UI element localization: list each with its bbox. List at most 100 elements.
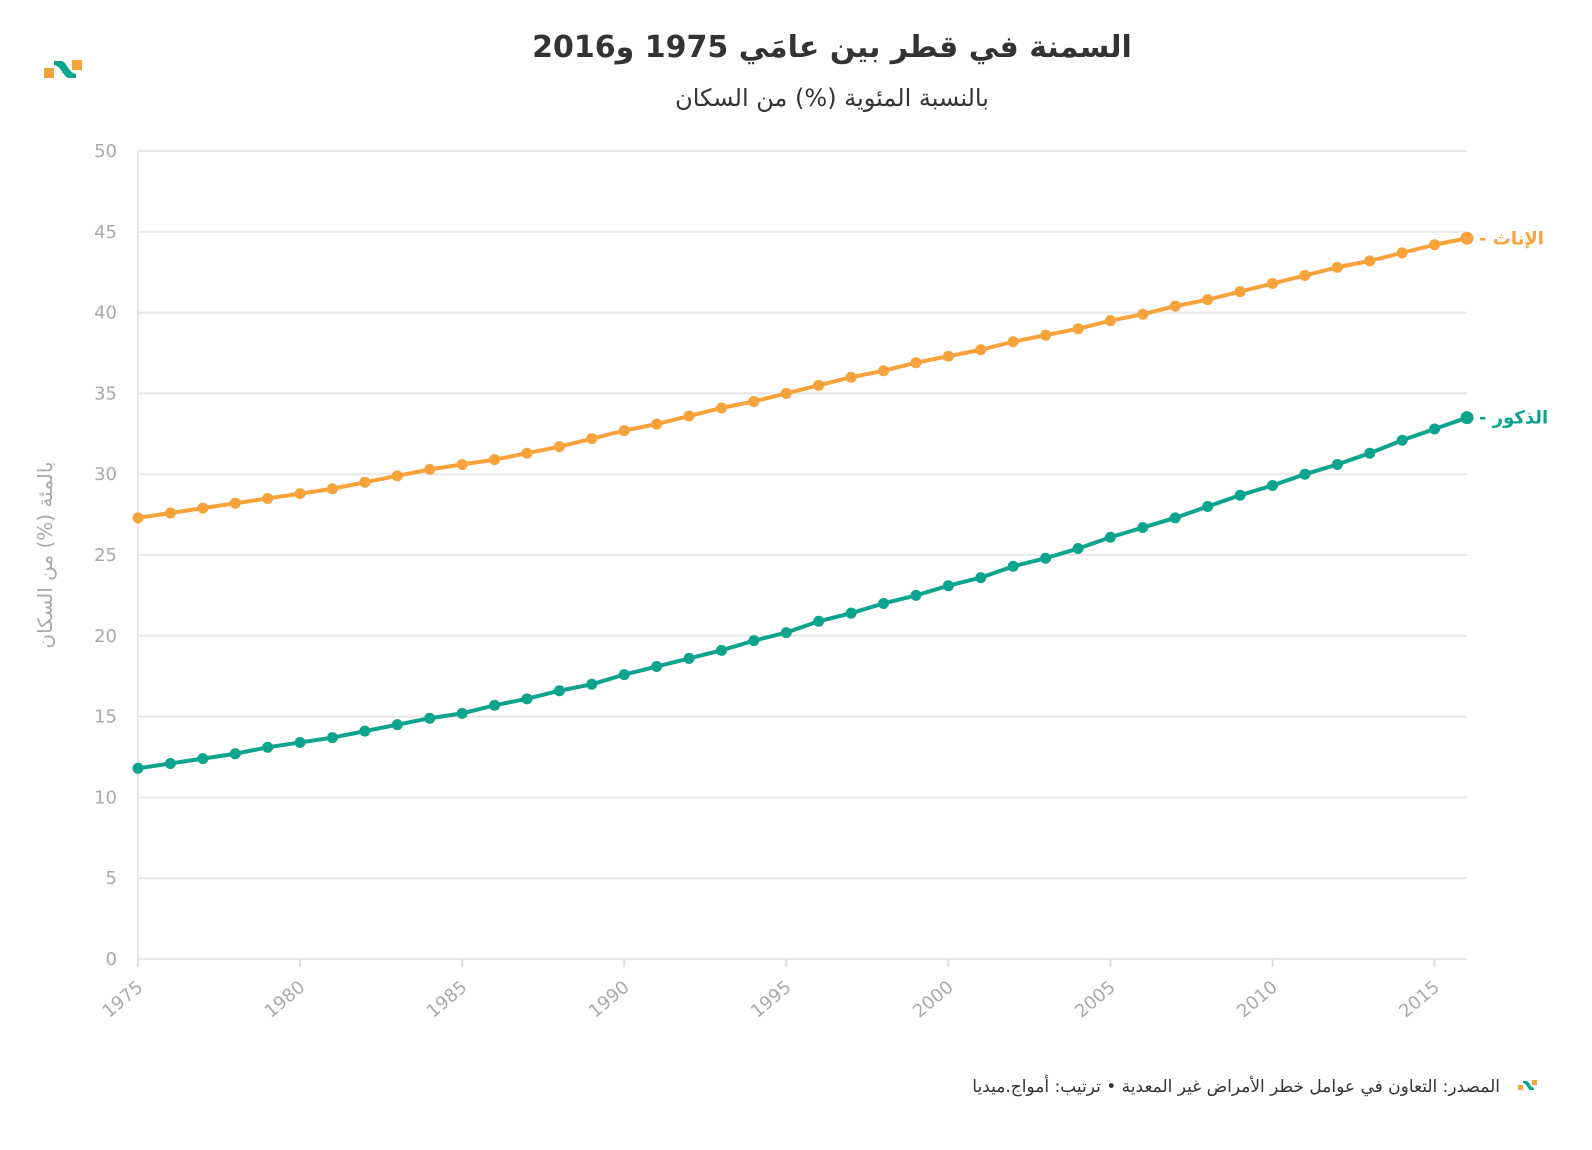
data-point: [1460, 411, 1474, 425]
data-point: [1169, 300, 1181, 312]
data-point: [651, 418, 663, 430]
data-point: [1072, 323, 1084, 335]
data-point: [1299, 468, 1311, 480]
data-point: [1072, 543, 1084, 555]
y-tick-label: 0: [106, 949, 117, 970]
data-point: [780, 627, 792, 639]
source-logo: [1518, 1080, 1537, 1090]
data-point: [1007, 560, 1019, 572]
data-point: [359, 725, 371, 737]
data-point: [780, 387, 792, 399]
x-tick-label: 1985: [423, 977, 472, 1023]
data-point: [586, 678, 598, 690]
data-point: [715, 644, 727, 656]
x-tick-label: 2005: [1071, 977, 1120, 1023]
x-tick-label: 2015: [1395, 977, 1444, 1023]
data-point: [424, 712, 436, 724]
data-point: [1040, 552, 1052, 564]
data-point: [164, 757, 176, 769]
data-point: [1267, 480, 1279, 492]
y-tick-label: 15: [94, 707, 117, 728]
data-point: [975, 344, 987, 356]
data-point: [910, 589, 922, 601]
data-point: [489, 454, 501, 466]
data-point: [1331, 459, 1343, 471]
data-point: [1104, 531, 1116, 543]
data-point: [683, 652, 695, 664]
data-point: [1040, 329, 1052, 341]
data-point: [197, 502, 209, 514]
data-point: [359, 476, 371, 488]
data-point: [586, 433, 598, 445]
data-point: [1364, 255, 1376, 267]
data-point: [975, 572, 987, 584]
data-point: [1460, 231, 1474, 245]
y-tick-label: 25: [94, 545, 117, 566]
data-point: [456, 707, 468, 719]
data-point: [521, 693, 533, 705]
data-point: [294, 488, 306, 500]
data-point: [424, 463, 436, 475]
data-point: [1234, 489, 1246, 501]
data-point: [1104, 315, 1116, 327]
data-point: [878, 365, 890, 377]
data-point: [553, 441, 565, 453]
data-point: [553, 685, 565, 697]
data-point: [164, 507, 176, 519]
y-tick-label: 35: [94, 383, 117, 404]
data-point: [391, 719, 403, 731]
series-line-0: [137, 236, 1468, 520]
data-point: [878, 597, 890, 609]
data-point: [197, 753, 209, 765]
data-point: [132, 512, 144, 524]
data-point: [294, 736, 306, 748]
x-tick-label: 2000: [909, 977, 958, 1023]
data-point: [489, 699, 501, 711]
data-point: [1299, 269, 1311, 281]
series-label: - الذكور: [1479, 408, 1548, 429]
data-point: [1364, 447, 1376, 459]
data-point: [1429, 423, 1441, 435]
data-point: [1007, 336, 1019, 348]
data-point: [1202, 294, 1214, 306]
data-point: [845, 607, 857, 619]
data-point: [618, 425, 630, 437]
data-point: [132, 762, 144, 774]
chart-subtitle: بالنسبة المئوية (%) من السكان: [675, 84, 989, 112]
data-point: [1429, 239, 1441, 251]
data-point: [229, 497, 241, 509]
y-tick-label: 40: [94, 303, 117, 324]
data-point: [1137, 308, 1149, 320]
data-point: [262, 741, 274, 753]
data-point: [456, 459, 468, 471]
x-tick-label: 1995: [747, 977, 796, 1023]
data-point: [1331, 261, 1343, 273]
chart-title: السمنة في قطر بين عامَي 1975 و2016: [532, 30, 1132, 65]
x-tick-label: 2010: [1233, 977, 1282, 1023]
series-label: - الإناث: [1479, 228, 1544, 249]
y-tick-label: 20: [94, 626, 117, 647]
data-point: [651, 661, 663, 673]
data-point: [1169, 512, 1181, 524]
data-point: [813, 615, 825, 627]
y-tick-label: 50: [94, 141, 117, 162]
x-tick-label: 1975: [99, 977, 148, 1023]
y-tick-label: 30: [94, 464, 117, 485]
y-axis-label: بالمئة (%) من السكان: [33, 461, 57, 648]
data-point: [326, 483, 338, 495]
data-point: [942, 580, 954, 592]
x-tick-label: 1990: [585, 977, 634, 1023]
data-point: [521, 447, 533, 459]
data-point: [845, 371, 857, 383]
data-point: [683, 410, 695, 422]
series-line-1: [137, 415, 1468, 771]
data-point: [391, 470, 403, 482]
y-tick-label: 45: [94, 222, 117, 243]
data-point: [1267, 278, 1279, 290]
data-point: [748, 635, 760, 647]
data-point: [748, 395, 760, 407]
data-point: [618, 669, 630, 681]
x-tick-label: 1980: [261, 977, 310, 1023]
logo: [44, 60, 82, 78]
